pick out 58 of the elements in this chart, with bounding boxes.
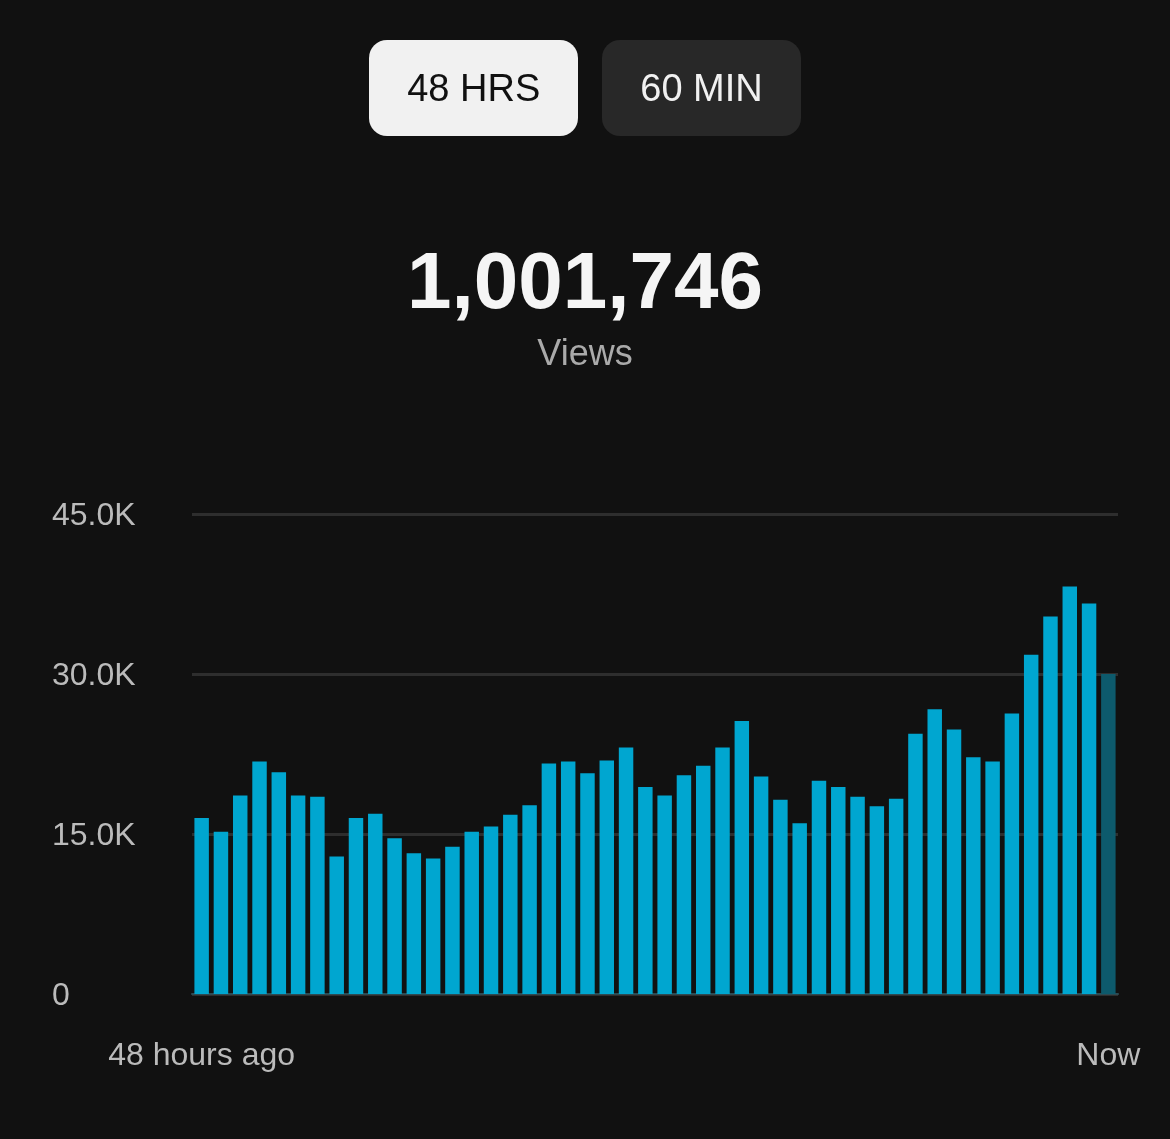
bar xyxy=(387,838,402,994)
bar xyxy=(753,776,769,994)
bar xyxy=(290,795,306,994)
bar xyxy=(638,787,653,994)
bar xyxy=(406,853,422,994)
bar xyxy=(503,814,518,994)
bar xyxy=(425,858,441,994)
bar xyxy=(734,720,750,994)
bar xyxy=(213,831,229,994)
bar xyxy=(252,761,267,994)
bar xyxy=(927,709,942,994)
bar xyxy=(773,799,788,994)
bar xyxy=(1023,654,1039,994)
bar xyxy=(329,856,344,994)
bar xyxy=(811,780,827,994)
bar xyxy=(1004,713,1020,994)
bar xyxy=(1062,586,1078,994)
bar xyxy=(657,795,672,994)
bar xyxy=(271,772,287,994)
bar xyxy=(715,747,730,994)
bar xyxy=(985,761,1000,994)
bar xyxy=(869,806,885,994)
bar xyxy=(310,796,325,994)
bar xyxy=(908,733,923,994)
x-tick-label: Now xyxy=(1076,1036,1142,1072)
bar xyxy=(850,796,865,994)
bar xyxy=(888,798,904,994)
bar xyxy=(232,795,248,994)
bar xyxy=(831,787,846,994)
bar xyxy=(522,805,537,994)
text: 48 HRS xyxy=(369,40,579,136)
bar xyxy=(464,831,479,994)
bar xyxy=(599,760,615,994)
chart-title: 1,001,746 xyxy=(407,235,763,325)
bar xyxy=(483,826,499,994)
bar xyxy=(1043,616,1058,994)
bar xyxy=(368,813,383,994)
bar xyxy=(946,729,962,994)
y-tick-label: 45.0K xyxy=(52,496,136,532)
bar xyxy=(966,757,981,994)
bar xyxy=(676,775,692,994)
bar xyxy=(194,818,209,994)
y-tick-label: 0 xyxy=(52,976,70,1012)
x-tick-label: 48 hours ago xyxy=(108,1036,296,1072)
bar xyxy=(541,763,557,994)
bar xyxy=(792,823,807,994)
bar xyxy=(1081,603,1097,994)
bar xyxy=(695,765,711,994)
bar xyxy=(348,818,364,994)
y-tick-label: 15.0K xyxy=(52,816,136,852)
bar xyxy=(560,761,576,994)
bar xyxy=(445,846,460,994)
y-tick-label: 30.0K xyxy=(52,656,136,692)
chart-subtitle: Views xyxy=(537,331,633,373)
text: 60 MIN xyxy=(602,40,801,136)
bar xyxy=(618,747,634,994)
bar xyxy=(1101,674,1116,994)
bar xyxy=(580,773,595,994)
